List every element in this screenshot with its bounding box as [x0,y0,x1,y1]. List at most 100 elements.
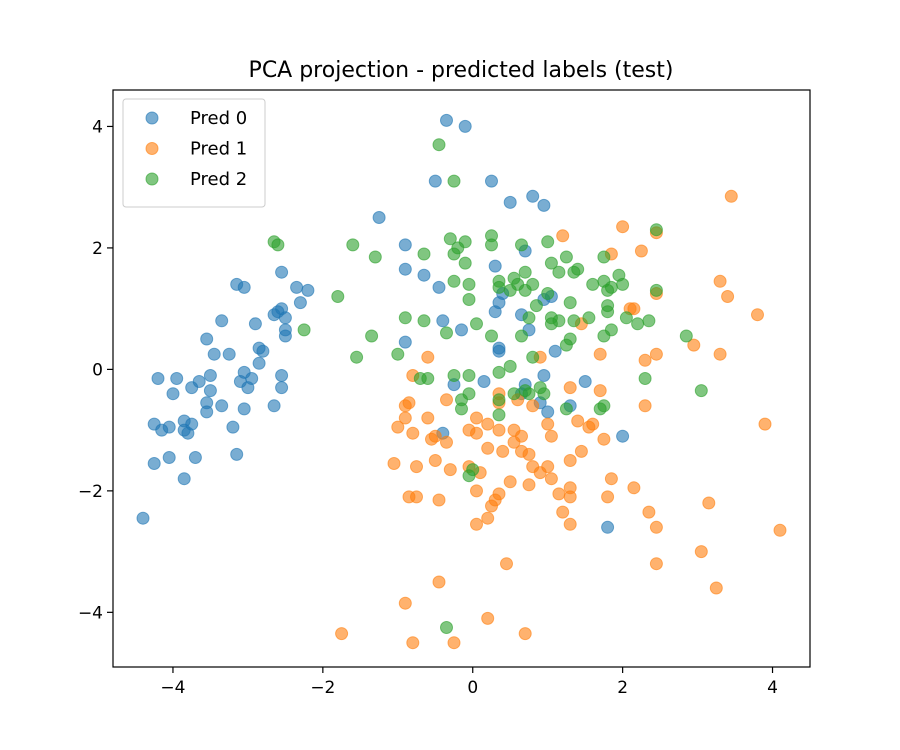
point-pred-2-85 [492,408,506,422]
point-pred-0-66 [275,369,289,382]
point-pred-2-35 [462,277,476,291]
point-pred-1-63 [410,460,423,474]
point-pred-1-83 [556,505,570,519]
legend-label: Pred 1 [190,139,247,160]
point-pred-1-46 [492,423,506,437]
point-pred-2-18 [458,256,472,270]
point-pred-1-71 [552,487,566,501]
point-pred-1-100 [447,636,461,650]
point-pred-0-25 [492,344,506,358]
point-pred-0-11 [417,268,431,282]
point-pred-1-95 [709,581,723,595]
point-pred-2-48 [642,314,656,328]
legend-item: Pred 1 [145,139,247,160]
point-pred-1-9 [713,274,727,288]
x-tick-label: −2 [310,678,335,698]
point-pred-2-71 [503,359,517,373]
point-pred-0-60 [203,369,217,382]
point-pred-2-89 [597,399,611,413]
y-tick-label: −4 [78,603,103,623]
point-pred-1-26 [541,417,555,431]
point-pred-0-0 [440,113,453,127]
point-pred-2-57 [350,350,364,364]
point-pred-2-69 [515,329,528,343]
axes: −4 −2 0 2 4 −4 −2 0 2 4 [78,89,811,698]
point-pred-1-57 [541,460,555,474]
point-pred-0-49 [248,317,262,331]
point-pred-1-84 [563,517,577,531]
point-pred-2-52 [417,314,431,328]
point-pred-0-20 [436,314,450,328]
point-pred-0-51 [215,314,229,328]
point-pred-2-55 [365,329,379,343]
point-pred-1-11 [751,308,764,322]
point-pred-2-90 [638,372,652,385]
point-pred-2-46 [619,311,633,325]
legend-item: Pred 0 [145,108,247,129]
point-pred-2-34 [447,274,461,288]
point-pred-0-28 [477,375,491,388]
point-pred-2-17 [447,247,461,261]
x-tick-label: 2 [617,678,628,698]
point-pred-1-78 [485,499,498,513]
point-pred-0-47 [267,308,281,322]
point-pred-2-40 [541,287,555,300]
point-pred-2-72 [492,365,506,379]
point-pred-0-34 [541,405,555,419]
point-pred-2-92 [694,384,708,398]
point-pred-1-23 [571,414,585,428]
point-pred-2-16 [597,250,611,264]
point-pred-1-97 [481,611,495,625]
point-pred-2-6 [368,250,382,264]
legend-item: Pred 2 [145,169,247,190]
point-pred-2-41 [563,296,577,310]
point-pred-2-1 [447,174,461,188]
point-pred-2-29 [586,277,600,291]
point-pred-2-56 [297,323,311,337]
y-tick-label: 0 [92,360,103,380]
point-pred-1-62 [387,457,401,470]
point-pred-2-50 [597,329,611,343]
series-pred-1 [335,189,787,650]
point-pred-0-52 [278,329,292,343]
series-pred-2 [267,138,708,634]
series-pred-0 [136,113,630,534]
point-pred-0-19 [488,305,502,319]
point-pred-0-55 [256,344,270,358]
point-pred-0-84 [226,420,240,434]
point-pred-2-25 [544,256,558,270]
point-pred-2-78 [462,387,476,401]
point-pred-0-57 [222,347,236,361]
point-pred-1-69 [522,478,536,492]
point-pred-0-67 [185,381,199,395]
legend: Pred 0 Pred 1 Pred 2 [122,98,266,208]
point-pred-1-20 [563,381,577,395]
point-pred-1-34 [440,393,453,407]
point-pred-0-68 [203,384,217,398]
point-pred-0-74 [237,402,251,416]
point-pred-1-89 [702,496,716,510]
point-pred-1-35 [421,411,435,425]
point-pred-2-74 [447,369,461,382]
point-pred-2-38 [518,283,532,297]
point-pred-0-90 [136,511,150,525]
point-pred-2-23 [518,265,532,279]
point-pred-2-37 [503,283,517,297]
point-pred-0-3 [485,174,498,188]
point-pred-0-44 [237,280,251,294]
point-pred-0-40 [301,283,315,297]
point-pred-1-30 [526,399,540,413]
point-pred-0-83 [181,426,195,440]
point-pred-1-58 [563,454,577,467]
legend-marker [145,111,159,125]
point-pred-1-41 [440,435,453,449]
point-pred-1-36 [398,411,412,425]
point-pred-0-39 [275,265,289,279]
point-pred-0-37 [616,429,630,443]
point-pred-1-33 [398,399,412,413]
point-pred-1-87 [642,505,656,519]
point-pred-0-12 [432,280,446,294]
point-pred-1-96 [398,596,412,610]
point-pred-1-44 [481,417,495,431]
